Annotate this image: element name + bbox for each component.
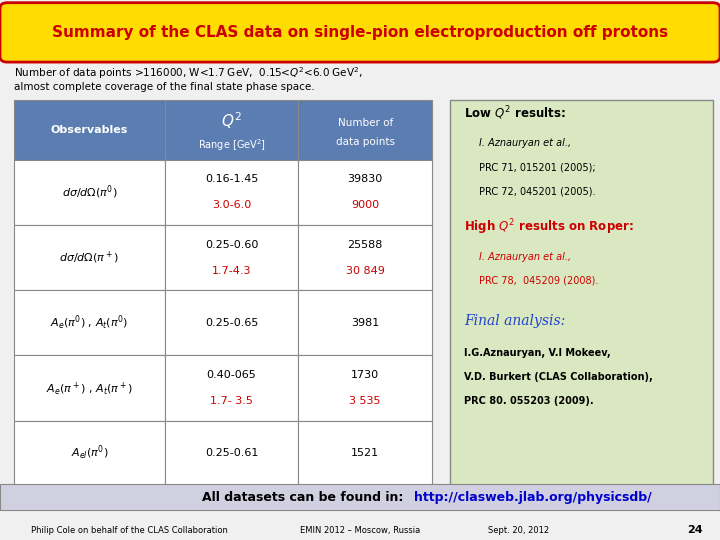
- Bar: [0, 484, 720, 510]
- Bar: [14, 421, 165, 486]
- Text: 0.25-0.61: 0.25-0.61: [205, 448, 258, 458]
- Bar: [14, 100, 165, 160]
- Text: I.G.Aznauryan, V.I Mokeev,: I.G.Aznauryan, V.I Mokeev,: [464, 348, 611, 357]
- Text: Observables: Observables: [51, 125, 128, 135]
- Text: $d\sigma/d\Omega(\pi^+)$: $d\sigma/d\Omega(\pi^+)$: [60, 249, 120, 266]
- Text: 0.16-1.45: 0.16-1.45: [205, 174, 258, 184]
- Bar: [165, 421, 298, 486]
- Text: Sept. 20, 2012: Sept. 20, 2012: [488, 526, 549, 535]
- Text: 1730: 1730: [351, 370, 379, 380]
- Text: 1521: 1521: [351, 448, 379, 458]
- Text: Summary of the CLAS data on single-pion electroproduction off protons: Summary of the CLAS data on single-pion …: [52, 25, 668, 40]
- Text: almost complete coverage of the final state phase space.: almost complete coverage of the final st…: [14, 83, 315, 92]
- Text: Range [GeV$^2$]: Range [GeV$^2$]: [197, 137, 266, 153]
- Bar: [165, 355, 298, 421]
- Text: PRC 71, 015201 (2005);: PRC 71, 015201 (2005);: [479, 163, 595, 172]
- Bar: [450, 100, 713, 486]
- Text: 3.0-6.0: 3.0-6.0: [212, 200, 251, 211]
- Bar: [165, 100, 298, 160]
- Bar: [165, 225, 298, 290]
- Bar: [165, 160, 298, 225]
- Text: 0.25-0.60: 0.25-0.60: [205, 240, 258, 249]
- Text: Philip Cole on behalf of the CLAS Collaboration: Philip Cole on behalf of the CLAS Collab…: [31, 526, 228, 535]
- Text: EMIN 2012 – Moscow, Russia: EMIN 2012 – Moscow, Russia: [300, 526, 420, 535]
- Text: Number of: Number of: [338, 118, 393, 127]
- Text: 0.25-0.65: 0.25-0.65: [205, 318, 258, 328]
- Text: PRC 78,  045209 (2008).: PRC 78, 045209 (2008).: [479, 276, 598, 286]
- Bar: [298, 160, 432, 225]
- Text: 24: 24: [687, 525, 703, 535]
- Bar: [298, 421, 432, 486]
- Text: PRC 80. 055203 (2009).: PRC 80. 055203 (2009).: [464, 396, 594, 406]
- Text: 1.7- 3.5: 1.7- 3.5: [210, 396, 253, 406]
- Bar: [14, 225, 165, 290]
- Text: I. Aznauryan et al.,: I. Aznauryan et al.,: [479, 252, 571, 261]
- Text: 25588: 25588: [348, 240, 383, 249]
- Text: $A_{el}(\pi^0)$: $A_{el}(\pi^0)$: [71, 444, 109, 462]
- Text: $Q^2$: $Q^2$: [221, 111, 242, 131]
- FancyBboxPatch shape: [0, 3, 720, 62]
- Text: 3 535: 3 535: [349, 396, 381, 406]
- Text: $A_e(\pi^+)$ , $A_t(\pi^+)$: $A_e(\pi^+)$ , $A_t(\pi^+)$: [46, 380, 133, 396]
- Text: V.D. Burkert (CLAS Collaboration),: V.D. Burkert (CLAS Collaboration),: [464, 372, 653, 382]
- Text: 30 849: 30 849: [346, 266, 384, 276]
- Bar: [298, 355, 432, 421]
- Text: $A_e(\pi^0)$ , $A_t(\pi^0)$: $A_e(\pi^0)$ , $A_t(\pi^0)$: [50, 314, 129, 332]
- Text: 0.40-065: 0.40-065: [207, 370, 256, 380]
- Text: Final analysis:: Final analysis:: [464, 314, 566, 328]
- Text: Low $Q^2$ results:: Low $Q^2$ results:: [464, 105, 566, 122]
- Text: 3981: 3981: [351, 318, 379, 328]
- Bar: [14, 355, 165, 421]
- Bar: [298, 290, 432, 355]
- Text: data points: data points: [336, 137, 395, 147]
- Text: High $Q^2$ results on Roper:: High $Q^2$ results on Roper:: [464, 217, 634, 237]
- Bar: [298, 225, 432, 290]
- Bar: [298, 100, 432, 160]
- Bar: [14, 160, 165, 225]
- Text: http://clasweb.jlab.org/physicsdb/: http://clasweb.jlab.org/physicsdb/: [414, 491, 652, 504]
- Text: 1.7-4.3: 1.7-4.3: [212, 266, 251, 276]
- Bar: [165, 290, 298, 355]
- Text: I. Aznauryan et al.,: I. Aznauryan et al.,: [479, 138, 571, 148]
- Text: PRC 72, 045201 (2005).: PRC 72, 045201 (2005).: [479, 187, 595, 197]
- Text: $d\sigma/d\Omega(\pi^0)$: $d\sigma/d\Omega(\pi^0)$: [62, 184, 117, 201]
- Text: Number of data points >116000, W<1.7 GeV,  0.15<$Q^2$<6.0 GeV$^2$,: Number of data points >116000, W<1.7 GeV…: [14, 65, 364, 81]
- Text: 9000: 9000: [351, 200, 379, 211]
- Text: All datasets can be found in:: All datasets can be found in:: [202, 491, 408, 504]
- Bar: [14, 290, 165, 355]
- Text: 39830: 39830: [348, 174, 383, 184]
